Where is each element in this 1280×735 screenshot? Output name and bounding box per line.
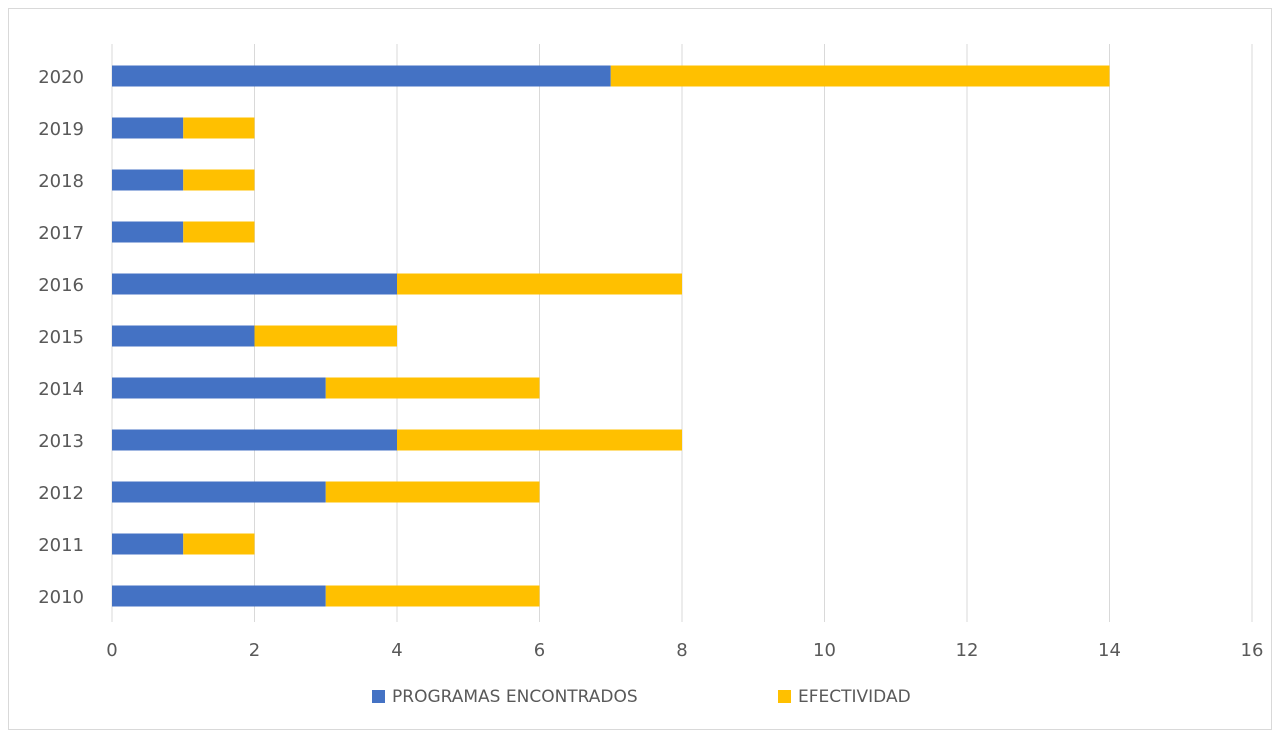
- x-tick-label: 6: [534, 640, 545, 661]
- y-category-label: 2015: [38, 327, 84, 348]
- bar-programas-encontrados-2012: [112, 481, 326, 503]
- x-tick-label: 12: [956, 640, 979, 661]
- bar-efectividad-2015: [254, 325, 397, 347]
- bar-programas-encontrados-2016: [112, 273, 397, 295]
- y-category-label: 2014: [38, 379, 84, 400]
- x-tick-label: 0: [106, 640, 117, 661]
- y-category-label: 2020: [38, 67, 84, 88]
- x-axis-labels: 0 2 4 6 8 10 12 14 16: [106, 640, 1263, 661]
- legend-swatch-efectividad: [778, 690, 791, 703]
- bar-efectividad-2020: [610, 65, 1110, 87]
- y-axis-labels: 2010 2011 2012 2013 2014 2015 2016 2017 2018 2019…: [38, 67, 84, 608]
- bar-programas-encontrados-2018: [112, 169, 184, 191]
- legend-swatch-programas-encontrados: [372, 690, 385, 703]
- legend-label-efectividad: EFECTIVIDAD: [798, 687, 911, 707]
- y-category-label: 2018: [38, 171, 84, 192]
- bar-efectividad-2011: [183, 533, 255, 555]
- legend-label-programas-encontrados: PROGRAMAS ENCONTRADOS: [392, 687, 638, 707]
- y-category-label: 2016: [38, 275, 84, 296]
- x-tick-label: 16: [1241, 640, 1264, 661]
- y-category-label: 2013: [38, 431, 84, 452]
- y-category-label: 2019: [38, 119, 84, 140]
- x-tick-label: 8: [676, 640, 687, 661]
- x-tick-label: 2: [249, 640, 260, 661]
- y-category-label: 2017: [38, 223, 84, 244]
- x-tick-label: 14: [1098, 640, 1121, 661]
- y-category-label: 2010: [38, 587, 84, 608]
- grid-layer: [111, 44, 1253, 622]
- bar-programas-encontrados-2017: [112, 221, 184, 243]
- bar-efectividad-2012: [325, 481, 540, 503]
- bar-layer: [112, 65, 1110, 607]
- bar-efectividad-2017: [183, 221, 255, 243]
- y-category-label: 2012: [38, 483, 84, 504]
- bar-efectividad-2018: [183, 169, 255, 191]
- bar-programas-encontrados-2015: [112, 325, 255, 347]
- bar-programas-encontrados-2019: [112, 117, 184, 139]
- bar-efectividad-2010: [325, 585, 540, 607]
- bar-efectividad-2019: [183, 117, 255, 139]
- x-tick-label: 4: [391, 640, 402, 661]
- x-tick-label: 10: [813, 640, 836, 661]
- bar-programas-encontrados-2020: [112, 65, 611, 87]
- legend: PROGRAMAS ENCONTRADOS EFECTIVIDAD: [372, 687, 911, 707]
- bar-programas-encontrados-2010: [112, 585, 326, 607]
- bar-efectividad-2014: [325, 377, 540, 399]
- bar-efectividad-2013: [397, 429, 682, 451]
- bar-efectividad-2016: [397, 273, 682, 295]
- y-category-label: 2011: [38, 535, 84, 556]
- bar-programas-encontrados-2011: [112, 533, 184, 555]
- bar-programas-encontrados-2013: [112, 429, 397, 451]
- bar-programas-encontrados-2014: [112, 377, 326, 399]
